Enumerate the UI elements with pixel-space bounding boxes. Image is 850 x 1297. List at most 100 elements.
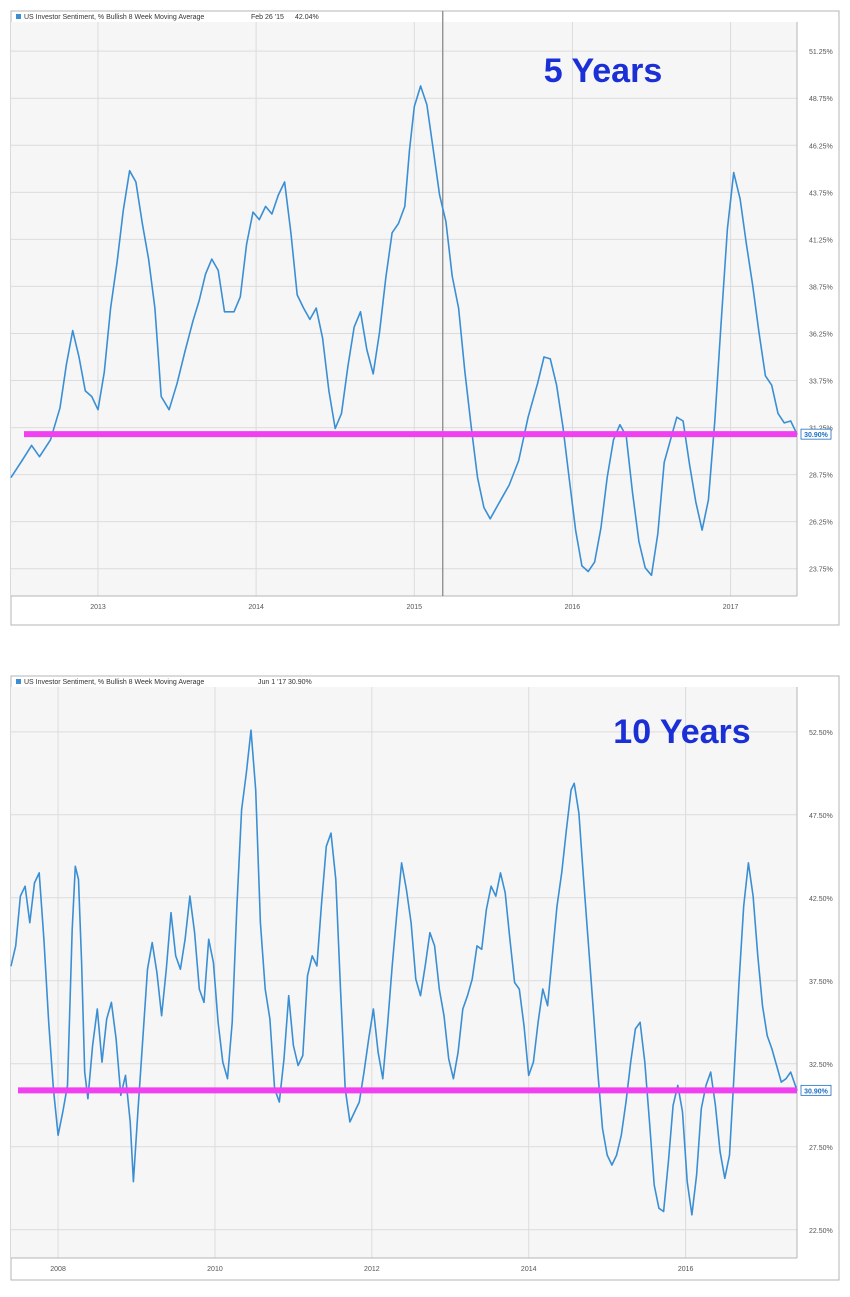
chart-2-data-point — [264, 988, 266, 990]
chart-5-years-svg: 51.25% 48.75% 46.25% 43.75% 41.25% 38.75% 36.2… — [10, 10, 840, 626]
chart-1-data-point — [745, 243, 748, 245]
chart-2-data-point — [15, 945, 17, 947]
chart-2-data-point — [137, 1108, 139, 1110]
chart-2-data-point — [570, 789, 572, 791]
chart-2-data-point — [129, 1121, 131, 1123]
chart-1-data-point — [543, 356, 545, 358]
chart-1-y-tick-label: 33.75% — [809, 379, 833, 386]
chart-1-data-point — [790, 420, 792, 422]
chart-2-data-point — [747, 862, 750, 864]
chart-1-data-point — [657, 533, 659, 535]
chart-2-data-point — [457, 1051, 459, 1053]
chart-1-x-tick-label: 2016 — [565, 604, 581, 611]
chart-2-data-point — [616, 1154, 618, 1156]
chart-2-data-point — [120, 1094, 122, 1096]
chart-1-data-point — [340, 412, 343, 414]
chart-2-data-point — [48, 1021, 50, 1023]
chart-1-x-tick-label: 2013 — [90, 604, 106, 611]
chart-1-data-point — [758, 331, 760, 334]
chart-2-data-point — [330, 832, 332, 834]
chart-1-data-point — [420, 85, 422, 87]
chart-2-data-point — [752, 895, 754, 897]
chart-1-data-point — [562, 426, 564, 428]
chart-2-data-point — [339, 988, 342, 990]
chart-1-data-point — [458, 307, 460, 309]
chart-2-data-point — [189, 895, 191, 897]
chart-2-data-point — [677, 1084, 679, 1086]
chart-1-data-point — [315, 307, 317, 309]
chart-2-data-point — [597, 1071, 599, 1073]
chart-2-y-tick-label: 32.50% — [809, 1062, 833, 1069]
chart-1-data-point — [650, 574, 653, 576]
chart-2-data-point — [349, 1121, 351, 1123]
chart-1-data-point — [777, 412, 779, 414]
chart-2-data-point — [231, 1021, 233, 1023]
chart-1-data-point — [359, 311, 362, 313]
chart-1-data-point — [296, 294, 298, 296]
chart-2-data-point — [38, 872, 40, 874]
chart-1-data-point — [408, 149, 411, 151]
chart-1-legend-swatch — [16, 14, 21, 19]
chart-2-data-point — [146, 968, 149, 970]
chart-1-data-point — [78, 356, 80, 358]
chart-2-data-point — [499, 872, 502, 874]
chart-2-data-point — [691, 1214, 693, 1216]
chart-2-data-point — [81, 961, 83, 964]
chart-2-data-point — [785, 1078, 787, 1080]
chart-2-data-point — [592, 1005, 594, 1007]
chart-2-data-point — [733, 1071, 735, 1073]
chart-1-data-point — [527, 416, 529, 418]
chart-1-data-point — [84, 390, 86, 392]
chart-2-period-label: 10 Years — [613, 713, 750, 751]
chart-1-data-point — [612, 439, 615, 441]
chart-2-last-value-badge — [800, 1084, 832, 1096]
chart-2-data-point — [625, 1101, 627, 1103]
chart-1-data-point — [204, 273, 207, 275]
chart-1-data-point — [223, 311, 226, 313]
chart-2-data-point — [738, 981, 740, 984]
chart-1-data-point — [752, 284, 754, 287]
chart-2-data-point — [236, 905, 238, 907]
chart-2-y-tick-label: 27.50% — [809, 1145, 833, 1152]
chart-2-data-point — [471, 978, 473, 980]
chart-2-data-point — [448, 1058, 450, 1060]
chart-2-data-point — [537, 1021, 539, 1023]
chart-1-data-point — [246, 243, 248, 245]
chart-2-data-point — [203, 1001, 205, 1003]
chart-1-data-point — [600, 527, 602, 529]
chart-1-data-point — [495, 506, 498, 509]
chart-2-data-point — [283, 1058, 285, 1060]
chart-2-data-point — [401, 862, 403, 864]
chart-2-data-point — [573, 782, 575, 784]
chart-2-legend-swatch — [16, 679, 21, 684]
chart-2-data-point — [184, 938, 186, 940]
chart-2-plot-area — [11, 687, 797, 1258]
chart-2-data-point — [358, 1101, 360, 1103]
chart-2-data-point — [124, 1074, 127, 1076]
chart-1-data-point — [284, 181, 286, 183]
chart-1-data-point — [385, 277, 387, 279]
chart-2-data-point — [757, 955, 759, 957]
chart-1-data-point — [103, 371, 105, 373]
chart-1-y-tick-label: 41.25% — [809, 237, 833, 244]
chart-2-data-point — [639, 1021, 641, 1023]
chart-2-data-point — [672, 1104, 674, 1106]
chart-2-data-point — [410, 922, 412, 924]
chart-2-data-point — [583, 878, 585, 881]
chart-1-data-point — [372, 373, 374, 375]
chart-1-data-point — [556, 384, 558, 386]
chart-2-data-point — [84, 1071, 86, 1073]
chart-1-data-point — [451, 275, 453, 277]
chart-2-data-point — [74, 865, 76, 867]
chart-2-data-point — [33, 882, 36, 884]
chart-1-data-point — [489, 518, 491, 520]
chart-2-data-point — [686, 1181, 688, 1183]
chart-2-data-point — [518, 988, 520, 990]
chart-1-data-point — [439, 194, 441, 196]
chart-2-data-point — [226, 1078, 229, 1080]
chart-2-data-point — [71, 928, 73, 930]
chart-2-data-point — [495, 895, 497, 897]
chart-2-data-point — [269, 1018, 271, 1020]
chart-2-data-point — [743, 905, 745, 907]
chart-2-data-point — [316, 965, 318, 967]
